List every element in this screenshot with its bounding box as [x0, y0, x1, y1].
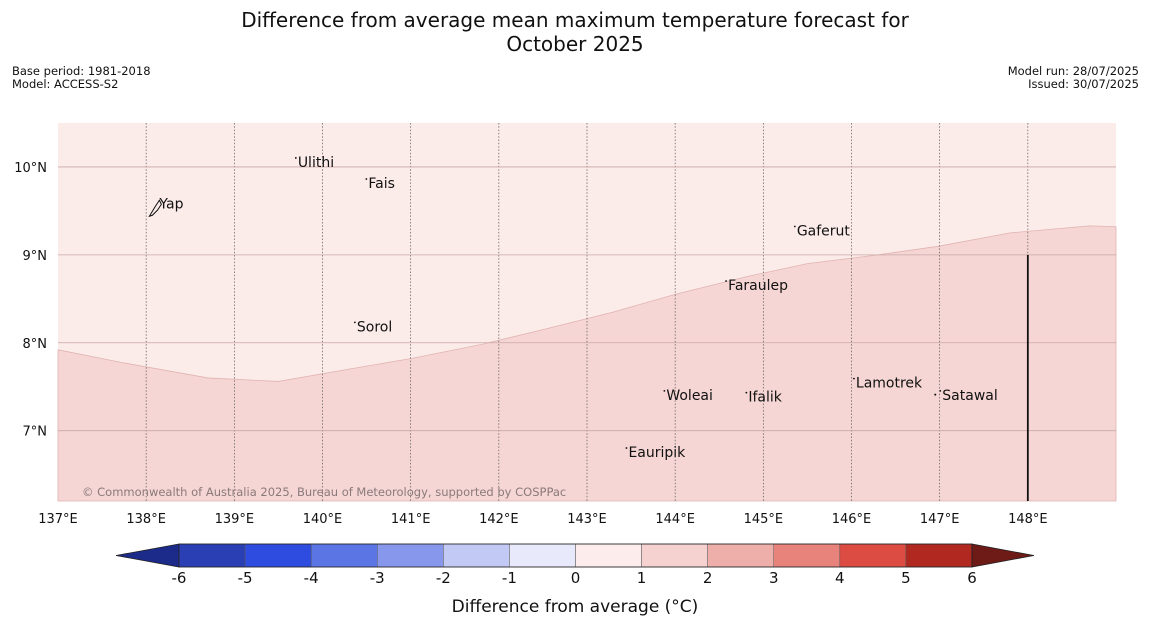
- colorbar-segment: [509, 543, 576, 568]
- colorbar-segment: [773, 543, 841, 568]
- lat-tick-label: 9°N: [23, 249, 48, 264]
- colorbar-title: Difference from average (°C): [452, 597, 699, 617]
- place-fais: Fais: [365, 176, 395, 192]
- place-ifalik: Ifalik: [745, 390, 783, 406]
- lon-tick-label: 142°E: [479, 512, 519, 527]
- lon-tick-label: 139°E: [215, 512, 255, 527]
- colorbar-tick-label: -6: [172, 569, 187, 587]
- place-label: Faraulep: [728, 278, 788, 294]
- island-dot: [365, 178, 368, 180]
- place-woleai: Woleai: [663, 388, 713, 404]
- colorbar-segment: [310, 543, 378, 568]
- lat-tick-label: 7°N: [23, 425, 48, 440]
- place-lamotrek: Lamotrek: [853, 376, 923, 392]
- colorbar-segment: [575, 543, 642, 568]
- place-gaferut: Gaferut: [793, 224, 851, 240]
- island-dot: [663, 390, 666, 392]
- island-dot: [625, 447, 628, 449]
- place-label: Eauripik: [628, 445, 686, 461]
- islet-dot: [934, 393, 937, 396]
- place-label: Lamotrek: [856, 376, 923, 392]
- island-dot: [793, 225, 796, 228]
- colorbar-segment: [707, 543, 775, 568]
- island-dot: [725, 280, 727, 282]
- colorbar-tick-label: -4: [304, 569, 319, 587]
- colorbar-tick-label: 2: [703, 569, 713, 587]
- colorbar-tick-label: -2: [436, 569, 451, 587]
- island-dot: [353, 321, 356, 324]
- colorbar-tick-label: 6: [967, 569, 977, 587]
- lon-tick-label: 138°E: [126, 512, 166, 527]
- chart-title: Difference from average mean maximum tem…: [0, 8, 1150, 56]
- colorbar-tick-label: -3: [370, 569, 385, 587]
- colorbar-segment: [178, 543, 246, 568]
- place-label: Satawal: [942, 388, 997, 404]
- colorbar-arrow-max: [971, 543, 1035, 568]
- colorbar-segment: [443, 543, 510, 568]
- lon-tick-label: 140°E: [303, 512, 343, 527]
- place-eauripik: Eauripik: [625, 445, 686, 461]
- place-label: Ifalik: [748, 390, 782, 406]
- place-sorol: Sorol: [353, 319, 392, 335]
- island-dot: [853, 377, 855, 380]
- base-period: Base period: 1981-2018: [12, 64, 151, 78]
- title-line-1: Difference from average mean maximum tem…: [241, 8, 909, 32]
- place-satawal: Satawal: [939, 388, 998, 404]
- lon-tick-label: 147°E: [920, 512, 960, 527]
- island-dot: [745, 391, 748, 394]
- island-dot: [294, 157, 297, 159]
- colorbar-tick-label: -5: [238, 569, 253, 587]
- colorbar-frame: [178, 543, 973, 568]
- colorbar-tick-label: 4: [835, 569, 845, 587]
- place-label: Gaferut: [797, 224, 851, 240]
- place-label: Fais: [368, 176, 395, 192]
- colorbar-segment: [641, 543, 708, 568]
- yap-island-outline: [148, 199, 162, 218]
- lat-tick-label: 8°N: [23, 337, 48, 352]
- colorbar-tick-label: 5: [901, 569, 911, 587]
- colorbar-tick-label: 1: [637, 569, 647, 587]
- colorbar-segment: [905, 543, 973, 568]
- lon-tick-label: 144°E: [655, 512, 695, 527]
- issued-date: Issued: 30/07/2025: [1028, 77, 1139, 91]
- lon-tick-label: 141°E: [391, 512, 431, 527]
- place-label: Woleai: [666, 388, 713, 404]
- colorbar-segment: [377, 543, 444, 568]
- map-area: Yap Ulithi Fais Gaferut Faraulep Sorol Lamotre…: [57, 123, 1117, 502]
- place-label: Sorol: [357, 319, 392, 335]
- lon-tick-label: 146°E: [832, 512, 872, 527]
- lat-tick-label: 10°N: [14, 161, 47, 176]
- place-faraulep: Faraulep: [725, 278, 788, 294]
- colorbar: -6 -5 -4 -3 -2 -1 0 1 2 3 4 5 6: [115, 543, 1035, 587]
- place-label: Ulithi: [298, 155, 334, 171]
- colorbar-tick-label: 3: [769, 569, 779, 587]
- copyright-notice: © Commonwealth of Australia 2025, Bureau…: [82, 485, 566, 499]
- place-labels: Yap Ulithi Fais Gaferut Faraulep Sorol Lamotre…: [148, 155, 998, 461]
- colorbar-tick-label: -1: [502, 569, 517, 587]
- latitude-tick-labels: 10°N 9°N 8°N 7°N: [14, 161, 47, 440]
- longitude-tick-labels: 137°E 138°E 139°E 140°E 141°E 142°E 143°E 144°E…: [38, 512, 1047, 527]
- place-ulithi: Ulithi: [294, 155, 334, 171]
- colorbar-segment: [839, 543, 907, 568]
- lon-tick-label: 143°E: [567, 512, 607, 527]
- place-label: Yap: [158, 196, 183, 212]
- colorbar-segment: [244, 543, 312, 568]
- map-gridlines: [58, 123, 1116, 501]
- colorbar-tick-label: 0: [571, 569, 581, 587]
- lon-tick-label: 137°E: [38, 512, 78, 527]
- title-line-2: October 2025: [506, 32, 644, 56]
- colorbar-arrow-min: [115, 543, 180, 568]
- model-run: Model run: 28/07/2025: [1007, 64, 1139, 78]
- island-dot: [939, 390, 942, 392]
- lon-tick-label: 148°E: [1008, 512, 1048, 527]
- meta-left: Base period: 1981-2018 Model: ACCESS-S2: [12, 65, 151, 91]
- model-name: Model: ACCESS-S2: [12, 77, 119, 91]
- meta-right: Model run: 28/07/2025 Issued: 30/07/2025: [1008, 65, 1139, 91]
- lon-tick-label: 145°E: [744, 512, 784, 527]
- place-yap: Yap: [148, 196, 184, 218]
